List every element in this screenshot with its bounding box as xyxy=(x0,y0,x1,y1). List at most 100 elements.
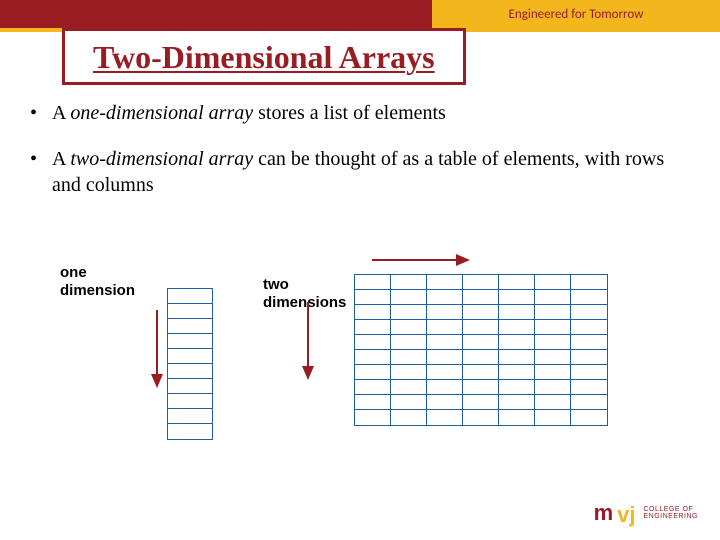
grid-row xyxy=(355,305,607,320)
grid-cell xyxy=(427,350,463,365)
logo: mvj COLLEGE OF ENGINEERING xyxy=(594,500,698,526)
grid-cell xyxy=(391,290,427,305)
grid-cell xyxy=(499,290,535,305)
header-bar: Engineered for Tomorrow xyxy=(0,0,720,28)
grid-cell xyxy=(391,395,427,410)
grid-row xyxy=(355,410,607,425)
grid-cell xyxy=(535,320,571,335)
grid-cell xyxy=(571,380,607,395)
grid-2d xyxy=(354,274,608,426)
bullet-text: A two-dimensional array can be thought o… xyxy=(52,146,690,198)
page-title: Two-Dimensional Arrays xyxy=(93,39,435,76)
grid-row xyxy=(355,380,607,395)
grid-cell xyxy=(571,350,607,365)
grid-cell xyxy=(535,365,571,380)
bullet-mark: • xyxy=(30,100,52,126)
bullet-prefix: A xyxy=(52,102,70,124)
grid-cell xyxy=(571,410,607,425)
bullet-prefix: A xyxy=(52,148,70,170)
grid-cell xyxy=(355,335,391,350)
grid-cell xyxy=(355,320,391,335)
grid-cell xyxy=(463,275,499,290)
grid-row xyxy=(355,275,607,290)
grid-cell xyxy=(499,380,535,395)
grid-cell xyxy=(427,410,463,425)
grid-cell xyxy=(391,350,427,365)
grid-cell xyxy=(499,350,535,365)
diagram-1d-visual xyxy=(143,260,213,440)
grid-cell xyxy=(535,275,571,290)
grid-cell xyxy=(168,334,212,349)
grid-cell xyxy=(355,275,391,290)
grid-cell xyxy=(463,335,499,350)
grid-cell xyxy=(427,275,463,290)
grid-cell xyxy=(391,335,427,350)
grid-cell xyxy=(463,365,499,380)
logo-vj: vj xyxy=(617,502,635,528)
grid-cell xyxy=(168,304,212,319)
grid-cell xyxy=(499,335,535,350)
grid-cell xyxy=(427,335,463,350)
grid-cell xyxy=(427,395,463,410)
diagram-1d-label: one dimension xyxy=(60,264,135,300)
grid-cell xyxy=(463,410,499,425)
bullet-rest: stores a list of elements xyxy=(253,102,446,124)
grid-cell xyxy=(355,395,391,410)
diagram-2d: two dimensions xyxy=(263,260,608,440)
grid-cell xyxy=(355,350,391,365)
diagram-2d-visual xyxy=(354,260,608,426)
grid-cell xyxy=(168,289,212,304)
arrow-down-icon xyxy=(300,302,316,380)
label-line: one xyxy=(60,264,87,281)
grid-cell xyxy=(499,320,535,335)
grid-cell xyxy=(535,395,571,410)
grid-cell xyxy=(535,290,571,305)
grid-cell xyxy=(535,305,571,320)
grid-cell xyxy=(535,380,571,395)
tagline: Engineered for Tomorrow xyxy=(509,7,644,22)
grid-cell xyxy=(571,395,607,410)
grid-cell xyxy=(427,305,463,320)
grid-cell xyxy=(571,275,607,290)
header-bar-right: Engineered for Tomorrow xyxy=(432,0,720,28)
bullet-em: one-dimensional array xyxy=(70,102,253,124)
grid-cell xyxy=(499,365,535,380)
grid-1d xyxy=(167,288,213,440)
grid-cell xyxy=(535,335,571,350)
bullet-mark: • xyxy=(30,146,52,172)
grid-cell xyxy=(499,305,535,320)
bullet-em: two-dimensional array xyxy=(70,148,253,170)
grid-cell xyxy=(571,365,607,380)
header-bar-left xyxy=(0,0,432,28)
grid-cell xyxy=(463,290,499,305)
grid-cell xyxy=(571,290,607,305)
arrow-right-icon xyxy=(372,252,470,268)
logo-m: m xyxy=(594,500,614,526)
grid-cell xyxy=(355,410,391,425)
grid-cell xyxy=(427,290,463,305)
bullet-item: • A two-dimensional array can be thought… xyxy=(30,146,690,198)
grid-cell xyxy=(463,395,499,410)
grid-cell xyxy=(168,394,212,409)
title-box: Two-Dimensional Arrays xyxy=(62,28,466,85)
grid-cell xyxy=(355,305,391,320)
grid-cell xyxy=(571,320,607,335)
arrow-down-icon xyxy=(149,310,165,388)
content-area: • A one-dimensional array stores a list … xyxy=(30,100,690,218)
grid-row xyxy=(355,335,607,350)
grid-row xyxy=(355,290,607,305)
grid-cell xyxy=(535,350,571,365)
grid-cell xyxy=(499,275,535,290)
grid-cell xyxy=(168,349,212,364)
grid-row xyxy=(355,365,607,380)
diagram-1d: one dimension xyxy=(60,260,213,440)
grid-cell xyxy=(391,380,427,395)
grid-cell xyxy=(168,409,212,424)
grid-cell xyxy=(355,290,391,305)
bullet-item: • A one-dimensional array stores a list … xyxy=(30,100,690,126)
grid-cell xyxy=(427,380,463,395)
grid-cell xyxy=(168,364,212,379)
grid-cell xyxy=(168,379,212,394)
grid-cell xyxy=(391,305,427,320)
diagrams-row: one dimension two dimensions xyxy=(60,260,680,440)
